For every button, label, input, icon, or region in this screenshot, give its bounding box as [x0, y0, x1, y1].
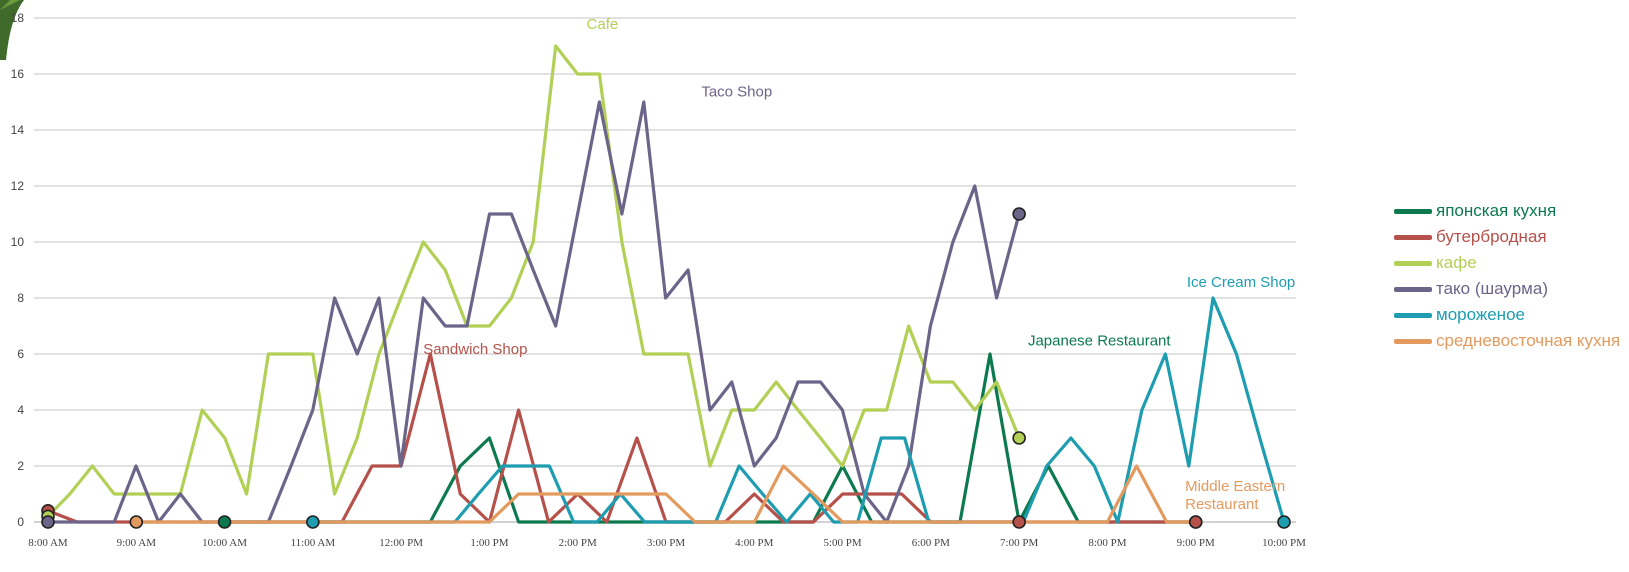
legend-item: мороженое — [1394, 304, 1624, 326]
legend-label: кафе — [1436, 253, 1477, 272]
legend-label: тако (шаурма) — [1436, 279, 1548, 298]
series-annotation: Japanese Restaurant — [1028, 333, 1171, 350]
x-tick-label: 3:00 PM — [647, 537, 685, 549]
series-marker — [129, 515, 144, 529]
x-tick-label: 12:00 PM — [379, 537, 423, 549]
y-tick-label: 10 — [11, 235, 25, 249]
y-tick-label: 4 — [17, 403, 24, 417]
series-marker — [1277, 515, 1291, 529]
x-tick-label: 2:00 PM — [559, 537, 597, 549]
legend-item: кафе — [1394, 252, 1624, 274]
y-tick-label: 6 — [17, 347, 24, 361]
y-tick-label: 18 — [11, 11, 25, 25]
series-line-4 — [312, 296, 1286, 524]
x-tick-label: 7:00 PM — [1000, 537, 1038, 549]
leaf-decoration-icon — [0, 0, 24, 60]
series-annotation: Restaurant — [1185, 496, 1259, 513]
x-tick-label: 8:00 AM — [28, 537, 68, 549]
legend-swatch — [1394, 209, 1432, 214]
series-line-0 — [224, 352, 1196, 524]
x-tick-label: 4:00 PM — [735, 537, 773, 549]
y-tick-label: 8 — [17, 291, 24, 305]
y-tick-label: 14 — [11, 123, 25, 137]
series-marker — [1012, 207, 1026, 221]
y-tick-label: 16 — [11, 67, 25, 81]
x-tick-label: 10:00 AM — [202, 537, 247, 549]
series-marker — [1188, 515, 1203, 529]
legend-item: бутербродная — [1394, 226, 1624, 248]
x-tick-label: 9:00 AM — [117, 537, 157, 549]
legend-item: тако (шаурма) — [1394, 278, 1624, 300]
series-marker — [1012, 431, 1026, 445]
series-annotation: Middle Eastern — [1185, 478, 1285, 495]
series-annotation: Taco Shop — [701, 83, 772, 100]
legend-item: японская кухня — [1394, 200, 1624, 222]
legend-swatch — [1394, 339, 1432, 344]
legend-label: японская кухня — [1436, 201, 1557, 220]
series-marker — [1012, 515, 1026, 529]
y-tick-label: 2 — [17, 459, 24, 473]
x-tick-label: 8:00 PM — [1088, 537, 1126, 549]
series-annotation: Cafe — [587, 16, 619, 33]
series-annotation: Sandwich Shop — [423, 341, 527, 358]
legend-label: мороженое — [1436, 305, 1525, 324]
x-tick-label: 9:00 PM — [1177, 537, 1215, 549]
y-tick-label: 12 — [11, 179, 25, 193]
series-line-5 — [136, 464, 1196, 524]
x-tick-label: 5:00 PM — [823, 537, 861, 549]
x-tick-label: 1:00 PM — [470, 537, 508, 549]
legend-item: средневосточная кухня — [1394, 330, 1624, 352]
series-line-2 — [46, 44, 1021, 518]
chart-legend: японская кухня бутербродная кафе тако (шаур… — [1394, 200, 1624, 356]
x-tick-label: 10:00 PM — [1262, 537, 1306, 549]
legend-swatch — [1394, 287, 1432, 292]
legend-swatch — [1394, 235, 1432, 240]
x-tick-label: 11:00 AM — [291, 537, 336, 549]
series-marker — [217, 515, 232, 529]
series-marker — [306, 515, 320, 529]
x-tick-label: 6:00 PM — [912, 537, 950, 549]
y-tick-label: 0 — [17, 515, 24, 529]
series-marker — [41, 515, 55, 529]
legend-swatch — [1394, 313, 1432, 318]
series-annotation: Ice Cream Shop — [1187, 274, 1295, 291]
legend-label: бутербродная — [1436, 227, 1547, 246]
series-line-3 — [48, 100, 1021, 524]
legend-swatch — [1394, 261, 1432, 266]
legend-label: средневосточная кухня — [1436, 331, 1621, 350]
